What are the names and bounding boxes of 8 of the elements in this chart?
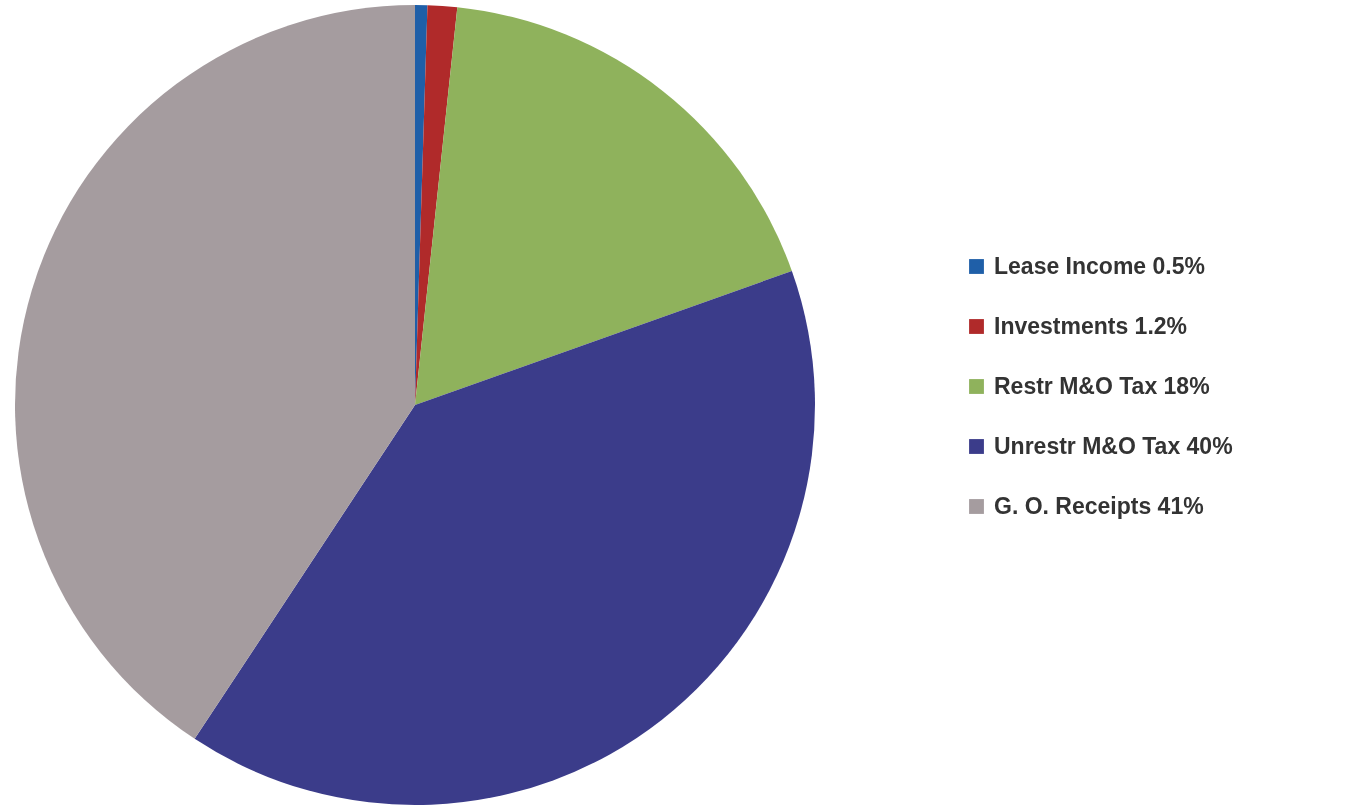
legend-label: Lease Income 0.5% [994,252,1205,279]
legend-label: G. O. Receipts 41% [994,492,1204,519]
legend-label: Unrestr M&O Tax 40% [994,432,1233,459]
pie-slice [15,5,415,739]
pie-slice [415,7,792,405]
legend-label: Investments 1.2% [994,312,1188,339]
legend-label: Restr M&O Tax 18% [994,372,1210,399]
pie-slice [194,271,815,805]
